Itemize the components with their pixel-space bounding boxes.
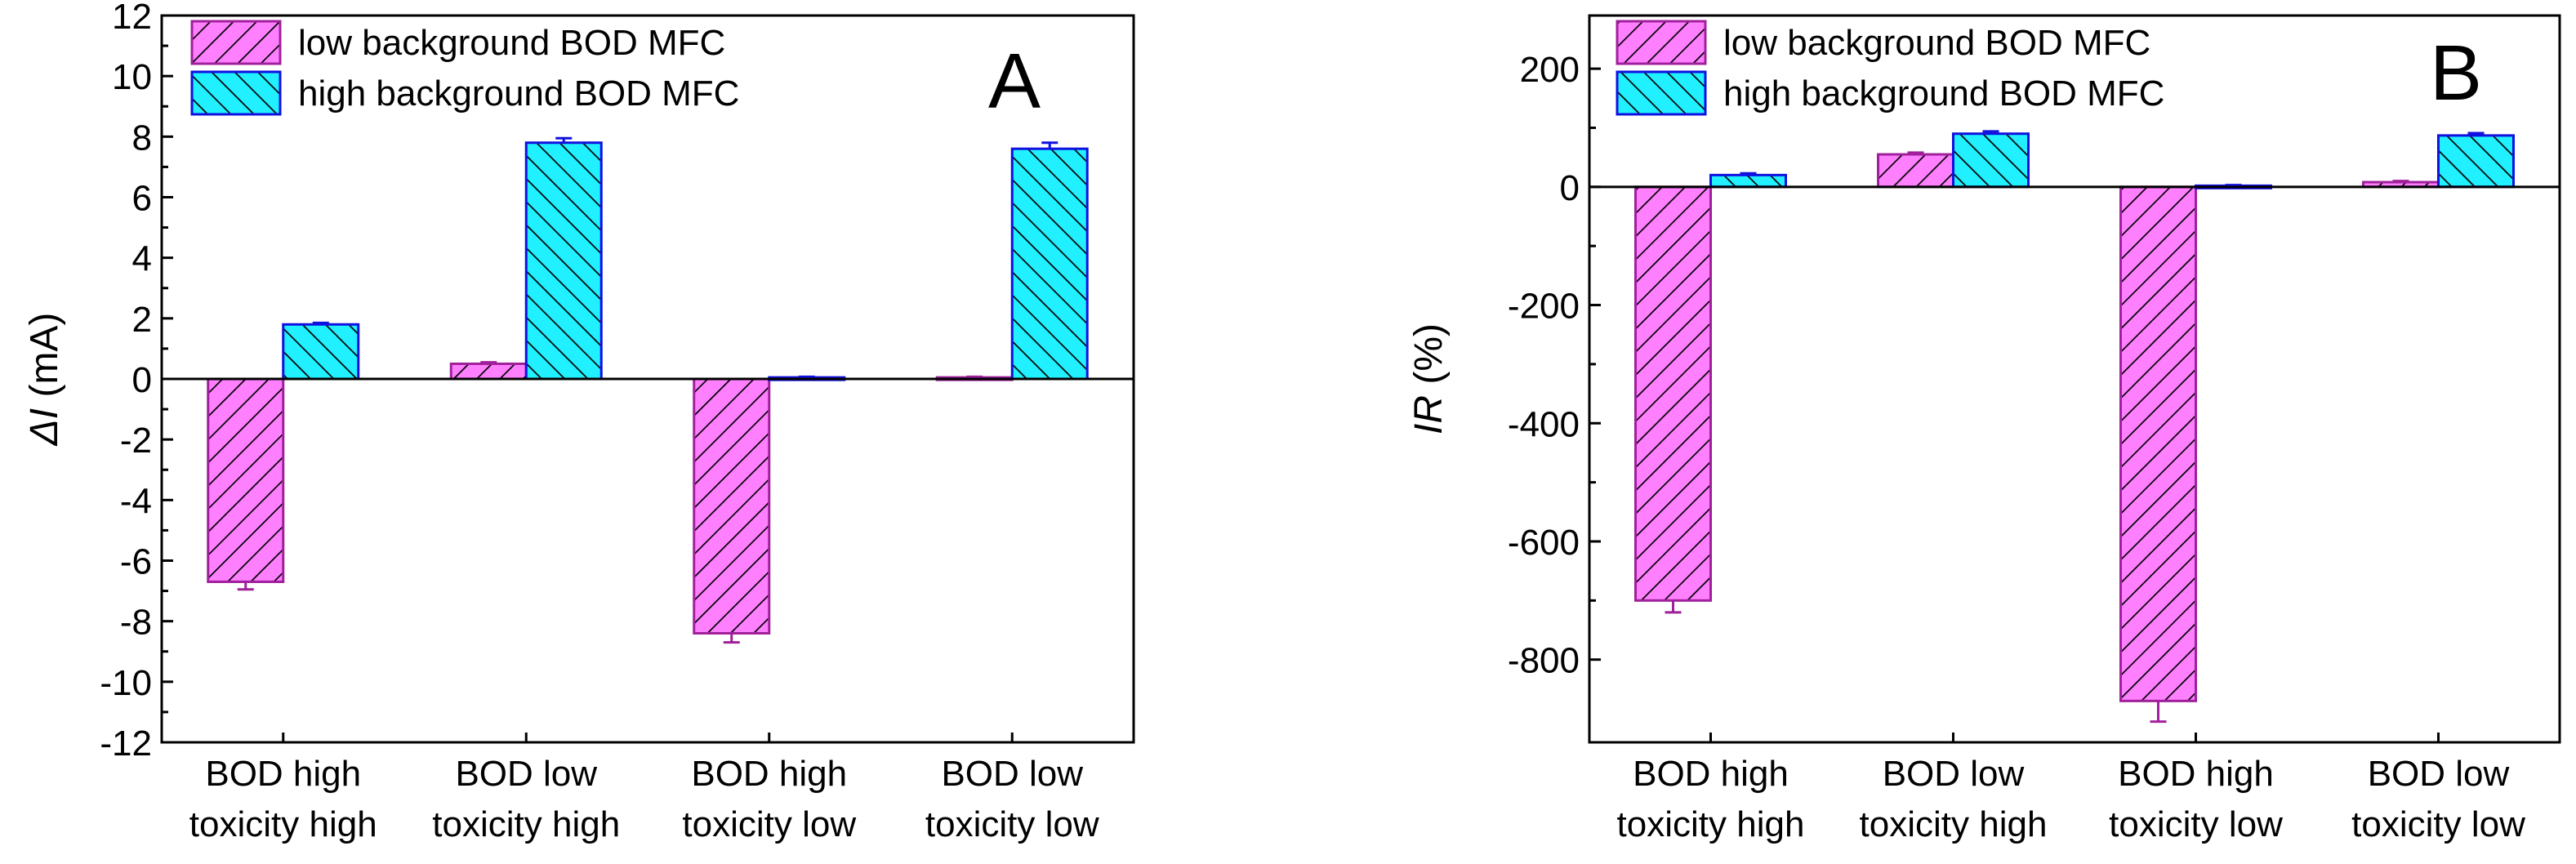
y-tick-label: 10: [112, 57, 152, 97]
x-axis: BOD high toxicity high BOD low toxicity hig…: [189, 733, 1099, 844]
error-bar-low-2: [2150, 701, 2167, 724]
error-bar-high-1: [555, 136, 573, 143]
error-bar-high-3: [2467, 131, 2485, 136]
legend-label-low: low background BOD MFC: [1723, 23, 2150, 63]
bar-low-2: [693, 377, 771, 635]
x-tick-label: toxicity high: [1860, 804, 2048, 844]
error-bar-high-3: [1041, 141, 1058, 149]
x-tick-label: toxicity low: [682, 804, 856, 844]
chart-panel-b: -800 -600 -400 -200 0 200 BOD high toxicity hi…: [1407, 14, 2561, 844]
bar-high-0: [1709, 173, 1787, 189]
bar-high-3: [2437, 134, 2515, 189]
y-axis-label-unit: (mA): [23, 313, 66, 408]
y-tick-label: 200: [1520, 50, 1580, 90]
error-bar-high-1: [1982, 130, 1999, 134]
y-tick-label: 0: [1560, 168, 1580, 208]
legend-label-high: high background BOD MFC: [298, 73, 739, 114]
bar-low-2: [2119, 185, 2197, 702]
x-tick-label: BOD low: [1883, 754, 2025, 794]
bar-low-1: [1877, 153, 1954, 189]
error-bar-high-0: [312, 321, 329, 325]
bars-group: [1634, 130, 2515, 724]
x-tick-label: toxicity low: [925, 804, 1099, 844]
y-tick-label: -8: [120, 603, 152, 643]
y-tick-label: 8: [132, 118, 152, 158]
x-tick-label: toxicity high: [432, 804, 620, 844]
x-tick-label: BOD low: [941, 754, 1083, 794]
error-bar-low-1: [1907, 151, 1924, 155]
x-tick-label: BOD high: [691, 754, 847, 794]
x-tick-label: BOD low: [455, 754, 597, 794]
y-axis-label: IR (%): [1407, 323, 1451, 434]
bar-high-1: [524, 141, 603, 381]
x-tick-label: toxicity high: [189, 804, 377, 844]
panel-label: B: [2430, 29, 2482, 117]
y-tick-label: -6: [120, 542, 152, 582]
y-tick-label: 2: [132, 300, 152, 340]
error-bar-high-2: [798, 375, 815, 378]
bar-low-1: [449, 362, 528, 381]
legend-label-high: high background BOD MFC: [1723, 73, 2164, 114]
plot-frame: [1588, 14, 2561, 744]
x-tick-label: toxicity low: [2351, 804, 2525, 844]
y-tick-label: -800: [1508, 641, 1580, 681]
y-axis-label: ΔI (mA): [23, 313, 66, 447]
y-axis: -800 -600 -400 -200 0 200: [1508, 50, 1601, 681]
y-tick-label: -12: [100, 724, 152, 764]
legend-swatch-high: [1616, 70, 1707, 116]
x-tick-label: toxicity low: [2109, 804, 2283, 844]
error-bar-low-1: [480, 361, 497, 364]
chart-panel-a: -12 -10 -8 -6 -4 -2 0 2 4 6 8 10 12 BOD high toxicity…: [23, 0, 1135, 844]
error-bar-low-3: [966, 375, 983, 378]
error-bar-high-2: [2225, 184, 2242, 187]
y-tick-label: 0: [132, 360, 152, 400]
panel-label: A: [988, 38, 1041, 125]
y-axis-label-symbol: ΔI: [23, 408, 66, 447]
y-tick-label: -10: [100, 663, 152, 703]
x-tick-label: BOD high: [205, 754, 361, 794]
legend-swatch-high: [190, 70, 282, 116]
y-axis: -12 -10 -8 -6 -4 -2 0 2 4 6 8 10 12: [100, 0, 173, 764]
legend-swatch-low: [1616, 20, 1707, 65]
error-bar-low-0: [237, 581, 254, 591]
bar-high-0: [282, 323, 360, 381]
y-tick-label: -200: [1508, 287, 1580, 327]
x-axis: BOD high toxicity high BOD low toxicity hig…: [1617, 733, 2525, 844]
x-tick-label: BOD low: [2368, 754, 2510, 794]
error-bar-low-2: [723, 633, 740, 644]
y-tick-label: 6: [132, 179, 152, 219]
y-tick-label: -4: [120, 481, 152, 521]
x-tick-label: BOD high: [2118, 754, 2274, 794]
y-tick-label: -400: [1508, 404, 1580, 444]
y-axis-label-unit: (%): [1407, 323, 1451, 395]
y-tick-label: 4: [132, 239, 152, 279]
error-bar-high-0: [1740, 171, 1757, 176]
bar-high-3: [1010, 147, 1089, 381]
y-tick-label: -600: [1508, 523, 1580, 563]
legend-label-low: low background BOD MFC: [298, 23, 725, 63]
y-tick-label: -2: [120, 421, 152, 461]
x-tick-label: BOD high: [1633, 754, 1789, 794]
bars-group: [207, 136, 1089, 644]
x-tick-label: toxicity high: [1617, 804, 1805, 844]
bar-high-1: [1952, 132, 2030, 189]
error-bar-low-3: [2392, 180, 2409, 183]
legend: low background BOD MFC high background B…: [1616, 20, 2164, 116]
error-bar-low-0: [1665, 600, 1682, 614]
y-tick-label: 12: [112, 0, 152, 37]
bar-low-0: [207, 377, 285, 583]
y-axis-label-symbol: IR: [1407, 395, 1451, 434]
bar-low-0: [1634, 185, 1712, 602]
legend: low background BOD MFC high background B…: [190, 20, 739, 116]
legend-swatch-low: [190, 20, 282, 65]
